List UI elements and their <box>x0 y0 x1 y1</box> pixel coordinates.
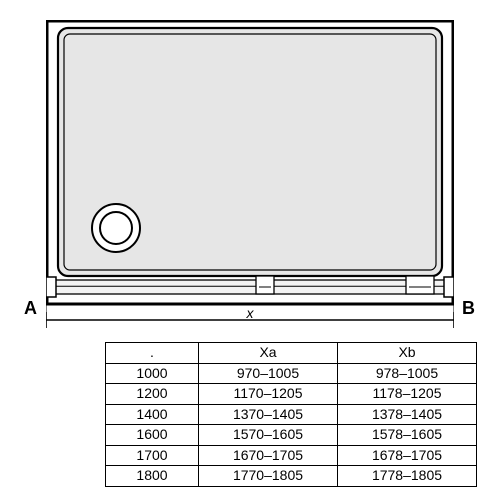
table-row: 12001170–12051178–1205 <box>106 384 477 405</box>
table-cell: 1178–1205 <box>338 384 477 405</box>
table-header-cell: Xa <box>199 343 338 364</box>
table-row: 17001670–17051678–1705 <box>106 445 477 466</box>
table-cell: 1670–1705 <box>199 445 338 466</box>
table-cell: 1700 <box>106 445 199 466</box>
table-cell: 1770–1805 <box>199 466 338 487</box>
table-header-cell: Xb <box>338 343 477 364</box>
table-row: 14001370–14051378–1405 <box>106 404 477 425</box>
table-row: 16001570–16051578–1605 <box>106 425 477 446</box>
table-cell: 978–1005 <box>338 363 477 384</box>
diagram-svg <box>46 20 454 350</box>
table-cell: 1678–1705 <box>338 445 477 466</box>
table-header-cell: . <box>106 343 199 364</box>
table-header-row: .XaXb <box>106 343 477 364</box>
table-cell: 1400 <box>106 404 199 425</box>
table-row: 1000970–1005978–1005 <box>106 363 477 384</box>
table-cell: 1778–1805 <box>338 466 477 487</box>
dimension-label-x: x <box>0 305 500 321</box>
table-cell: 970–1005 <box>199 363 338 384</box>
table-cell: 1000 <box>106 363 199 384</box>
shower-tray-diagram <box>46 20 454 320</box>
table-cell: 1570–1605 <box>199 425 338 446</box>
table-cell: 1170–1205 <box>199 384 338 405</box>
table-row: 18001770–18051778–1805 <box>106 466 477 487</box>
table-cell: 1200 <box>106 384 199 405</box>
dimensions-table: .XaXb1000970–1005978–100512001170–120511… <box>105 342 477 487</box>
table-cell: 1600 <box>106 425 199 446</box>
table-cell: 1800 <box>106 466 199 487</box>
table-cell: 1370–1405 <box>199 404 338 425</box>
table-cell: 1578–1605 <box>338 425 477 446</box>
table-cell: 1378–1405 <box>338 404 477 425</box>
